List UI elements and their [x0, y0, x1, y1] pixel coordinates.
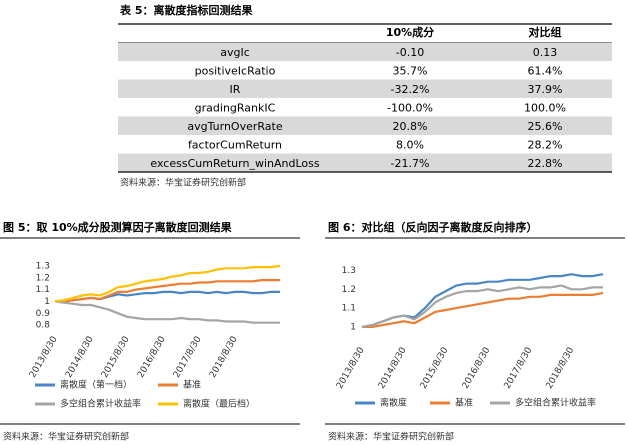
table-cell: 28.2% [528, 138, 563, 151]
y-tick-label: 1.1 [342, 304, 356, 314]
x-tick-label: 2014/8/30 [64, 335, 96, 380]
y-tick-label: 1 [350, 322, 356, 332]
y-tick-label: 1.3 [342, 266, 356, 276]
x-tick-label: 2016/8/30 [461, 346, 493, 391]
series-line [54, 300, 280, 324]
table-cell: avgTurnOverRate [187, 120, 282, 133]
table-header: 对比组 [529, 25, 562, 39]
table-cell: 61.4% [528, 64, 563, 77]
table-cell: IR [230, 83, 241, 96]
x-tick-label: 2013/8/30 [335, 346, 367, 391]
x-tick-label: 2018/8/30 [208, 335, 240, 380]
legend-label: 基准 [455, 397, 473, 409]
table-cell: 37.9% [528, 83, 563, 96]
x-tick-label: 2013/8/30 [28, 335, 60, 380]
table-cell: avgIc [220, 46, 250, 59]
y-tick-label: 0.9 [36, 309, 51, 319]
series-line [361, 273, 604, 328]
x-tick-label: 2018/8/30 [545, 346, 577, 391]
series-line [54, 264, 281, 303]
figure-source: 资料来源：华宝证券研究创新部 [328, 431, 454, 443]
legend-label: 多空组合累计收益率 [515, 397, 596, 409]
table-row-bg [118, 42, 612, 61]
y-tick-label: 1 [44, 297, 50, 307]
table-cell: 22.8% [528, 157, 563, 170]
legend-label: 离散度（最后档） [183, 398, 255, 410]
table-cell: -100.0% [387, 101, 433, 114]
legend-label: 多空组合累计收益率 [60, 398, 141, 410]
table-cell: -32.2% [391, 83, 430, 96]
table-header: 10%成分 [386, 25, 434, 39]
figure-title: 图 6：对比组（反向因子离散度反向排序） [328, 220, 537, 234]
table-cell: gradingRankIC [195, 101, 276, 114]
y-tick-label: 0.8 [36, 321, 51, 331]
table-cell: 0.13 [533, 46, 558, 59]
table-row-bg [118, 116, 612, 135]
x-tick-label: 2015/8/30 [419, 346, 451, 391]
table-cell: 25.6% [528, 120, 563, 133]
figure-source: 资料来源：华宝证券研究创新部 [3, 431, 129, 443]
table-cell: 8.0% [396, 138, 424, 151]
table-cell: positiveIcRatio [195, 64, 276, 77]
table-cell: 100.0% [524, 101, 566, 114]
series-line [55, 279, 280, 303]
table-row-bg [118, 153, 612, 172]
table-row-bg [118, 79, 612, 98]
table-cell: factorCumReturn [188, 138, 282, 151]
series-line [361, 284, 603, 328]
legend-label: 离散度 [380, 397, 407, 409]
figure-title: 图 5：取 10%成分股测算因子离散度回测结果 [3, 220, 232, 234]
legend-label: 基准 [183, 379, 201, 391]
x-tick-label: 2017/8/30 [172, 335, 204, 380]
y-tick-label: 1.1 [36, 285, 50, 295]
y-tick-label: 1.3 [36, 261, 50, 271]
legend-label: 离散度（第一档） [60, 379, 132, 391]
table-cell: 35.7% [393, 64, 428, 77]
table-cell: 20.8% [393, 120, 428, 133]
y-tick-label: 1.2 [36, 273, 50, 283]
table-cell: -21.7% [391, 157, 430, 170]
x-tick-label: 2017/8/30 [503, 346, 535, 391]
x-tick-label: 2014/8/30 [377, 346, 409, 391]
series-line [362, 291, 604, 328]
table-source: 资料来源：华宝证券研究创新部 [120, 177, 246, 189]
table-cell: -0.10 [396, 46, 424, 59]
table-cell: excessCumReturn_winAndLoss [150, 157, 319, 170]
y-tick-label: 1.2 [342, 285, 356, 295]
x-tick-label: 2016/8/30 [136, 335, 168, 380]
table-title: 表 5：离散度指标回测结果 [119, 3, 252, 17]
x-tick-label: 2015/8/30 [100, 335, 132, 380]
series-line [55, 290, 280, 303]
